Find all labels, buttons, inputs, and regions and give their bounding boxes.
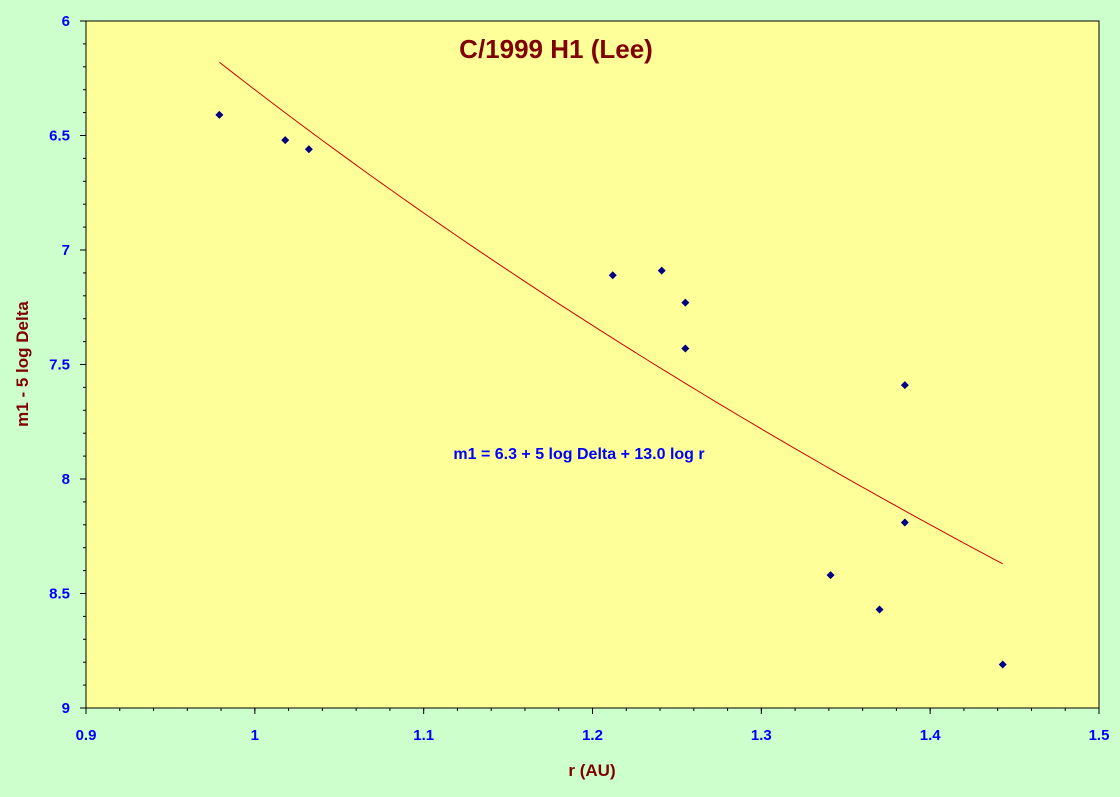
y-tick-label: 6.5 (49, 128, 70, 145)
data-point (875, 605, 884, 614)
fit-equation-annotation: m1 = 6.3 + 5 log Delta + 13.0 log r (453, 446, 704, 463)
y-tick-label: 9 (62, 700, 70, 717)
data-point (826, 571, 835, 580)
data-point (657, 266, 666, 275)
x-tick-label: 1.4 (920, 727, 942, 744)
x-tick-label: 1.2 (582, 727, 603, 744)
data-point (681, 344, 690, 353)
y-tick-label: 7 (62, 242, 70, 259)
x-tick-label: 1 (251, 727, 259, 744)
x-tick-label: 0.9 (76, 727, 97, 744)
chart-title: C/1999 H1 (Lee) (459, 34, 653, 64)
data-point (900, 381, 909, 390)
y-tick-label: 8 (62, 471, 70, 488)
data-point (608, 271, 617, 280)
tick-labels: 0.9 1 1.1 1.2 1.3 1.4 1.5 6 6.5 7 7.5 8 8.5 9 (49, 13, 1109, 744)
y-axis-title: m1 - 5 log Delta (13, 301, 32, 427)
data-point (304, 145, 313, 154)
x-axis-title: r (AU) (568, 761, 615, 780)
plot-area (85, 20, 1100, 709)
data-point (681, 298, 690, 307)
x-tick-label: 1.1 (413, 727, 434, 744)
data-point (998, 660, 1007, 669)
trend-line (219, 61, 1004, 565)
data-point (215, 110, 224, 119)
y-tick-label: 7.5 (49, 357, 70, 374)
y-tick-label: 6 (62, 13, 70, 30)
y-tick-label: 8.5 (49, 586, 70, 603)
data-point (281, 136, 290, 145)
data-points (215, 110, 1007, 669)
axis-ticks (80, 20, 1100, 714)
x-tick-label: 1.5 (1089, 727, 1110, 744)
x-tick-label: 1.3 (751, 727, 772, 744)
data-point (900, 518, 909, 527)
